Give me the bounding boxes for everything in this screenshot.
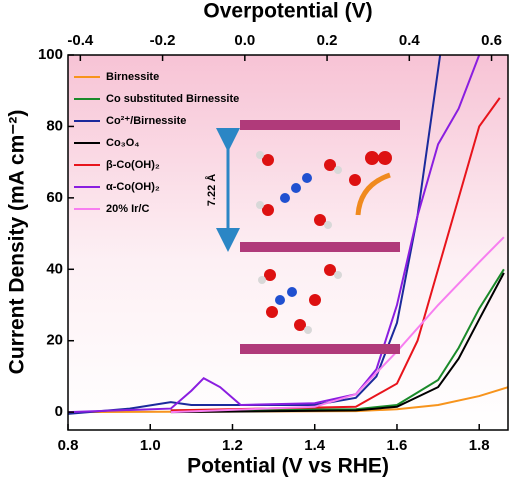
y-tick-label: 100 [38, 46, 63, 63]
legend-label: Co substituted Birnessite [106, 93, 239, 105]
x2-tick-label: -0.2 [150, 32, 176, 49]
x2-axis-title: Overpotential (V) [203, 0, 372, 23]
y-tick-label: 0 [55, 403, 63, 420]
legend-label: Co²⁺/Birnessite [106, 115, 186, 127]
x2-tick-label: 0.6 [481, 32, 502, 49]
annotation: 7.22 Å [205, 174, 218, 206]
x-tick-label: 1.6 [387, 437, 408, 454]
x-tick-label: 1.8 [469, 437, 490, 454]
series-line [170, 97, 501, 412]
x-tick-label: 1.4 [304, 437, 326, 454]
x-tick-label: 1.2 [222, 437, 243, 454]
y-tick-label: 80 [46, 117, 63, 134]
y-tick-label: 60 [46, 189, 63, 206]
series-line [170, 268, 505, 412]
x-tick-label: 1.0 [140, 437, 161, 454]
y-tick-label: 40 [46, 260, 63, 277]
x2-tick-label: 0.0 [234, 32, 255, 49]
series-line [170, 272, 505, 414]
x-tick-label: 0.8 [58, 437, 79, 454]
series-line [68, 55, 481, 414]
y-axis-title: Current Density (mA cm⁻²) [6, 110, 29, 375]
x2-tick-label: -0.4 [67, 32, 94, 49]
x2-tick-label: 0.4 [399, 32, 421, 49]
plot-frame [67, 54, 509, 431]
x2-tick-label: 0.2 [317, 32, 338, 49]
legend-label: 20% Ir/C [106, 203, 149, 215]
legend-label: Co₃O₄ [106, 137, 140, 149]
legend-label: β-Co(OH)₂ [106, 159, 160, 171]
x-axis-title: Potential (V vs RHE) [187, 455, 389, 478]
legend-label: α-Co(OH)₂ [106, 181, 160, 193]
legend-label: Birnessite [106, 71, 159, 83]
crystal-structure-inset: 7.22 Å [205, 120, 400, 354]
y-tick-label: 20 [46, 332, 63, 349]
